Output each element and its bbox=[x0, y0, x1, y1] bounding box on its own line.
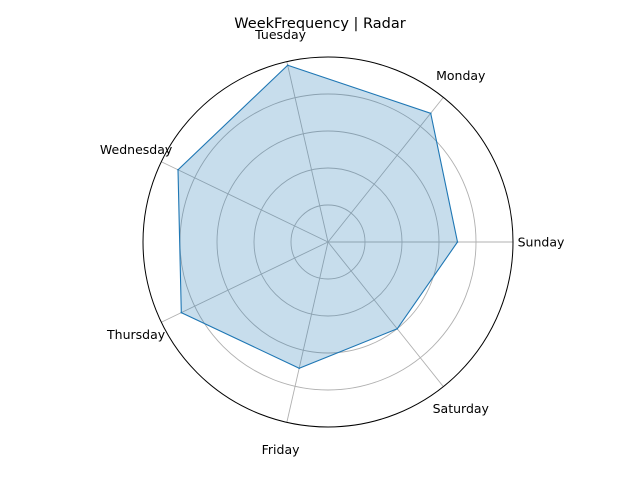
outer-frame bbox=[142, 56, 514, 428]
category-label-tuesday: Tuesday bbox=[254, 27, 306, 42]
category-label-sunday: Sunday bbox=[518, 235, 565, 250]
category-label-saturday: Saturday bbox=[433, 401, 490, 416]
chart-title: WeekFrequency | Radar bbox=[234, 16, 405, 32]
data-point-tuesday bbox=[286, 64, 289, 66]
data-point-sunday bbox=[456, 241, 459, 243]
spoke-wednesday bbox=[161, 161, 329, 243]
spoke-friday bbox=[286, 241, 329, 423]
series-layer bbox=[177, 64, 459, 370]
data-point-saturday bbox=[396, 328, 399, 330]
data-point-monday bbox=[429, 112, 432, 115]
spoke-thursday bbox=[161, 241, 329, 323]
category-label-thursday: Thursday bbox=[106, 327, 166, 342]
category-labels: Sunday Monday Tuesday Wednesday Thursday Frid… bbox=[100, 27, 565, 457]
spoke-monday bbox=[327, 97, 444, 243]
data-point-friday bbox=[298, 367, 301, 370]
category-label-wednesday: Wednesday bbox=[100, 142, 173, 157]
category-label-friday: Friday bbox=[262, 442, 300, 457]
data-point-thursday bbox=[180, 311, 183, 314]
series-area bbox=[177, 64, 459, 369]
spoke-saturday bbox=[327, 241, 444, 387]
category-label-monday: Monday bbox=[436, 68, 486, 83]
data-point-wednesday bbox=[177, 169, 179, 171]
grid-layer bbox=[161, 61, 513, 423]
spoke-tuesday bbox=[286, 61, 329, 243]
